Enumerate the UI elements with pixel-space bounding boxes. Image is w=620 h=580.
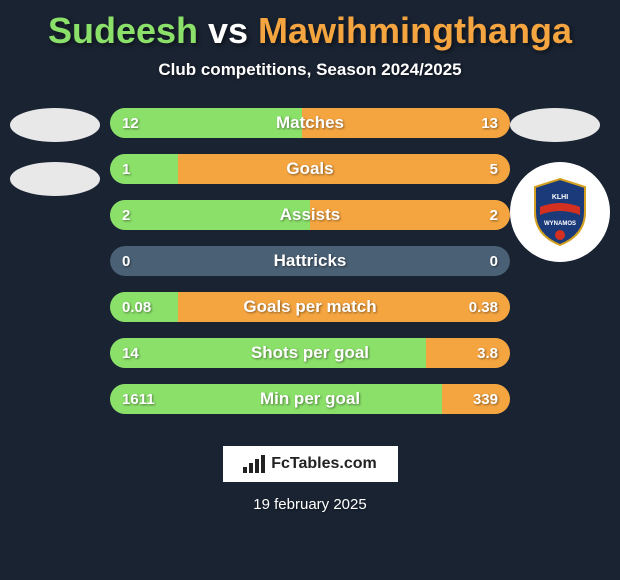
- bar-left: [110, 154, 178, 184]
- stat-row: 22Assists: [110, 200, 510, 230]
- stat-row: 0.080.38Goals per match: [110, 292, 510, 322]
- bar-left: [110, 384, 442, 414]
- bar-right: [178, 292, 510, 322]
- stat-row: 15Goals: [110, 154, 510, 184]
- footer-brand-badge: FcTables.com: [223, 446, 398, 482]
- page-title: Sudeesh vs Mawihmingthanga: [0, 0, 620, 52]
- bar-right: [442, 384, 510, 414]
- footer-brand-text: FcTables.com: [271, 455, 377, 473]
- shield-text-top: KLHI: [552, 194, 568, 201]
- club-shield-icon: KLHI WYNAMOS: [530, 177, 590, 247]
- bar-right: [302, 108, 510, 138]
- club-logo-badge: KLHI WYNAMOS: [510, 162, 610, 262]
- bar-left: [110, 338, 426, 368]
- title-player-right: Mawihmingthanga: [258, 10, 572, 51]
- bar-right: [178, 154, 510, 184]
- player-avatar-placeholder: [510, 108, 600, 142]
- footer-date: 19 february 2025: [0, 496, 620, 513]
- stat-row: 00Hattricks: [110, 246, 510, 276]
- bar-left: [110, 108, 302, 138]
- stat-row: 1213Matches: [110, 108, 510, 138]
- player-avatar-placeholder: [10, 108, 100, 142]
- bar-left: [110, 292, 178, 322]
- stat-row: 143.8Shots per goal: [110, 338, 510, 368]
- club-avatar-placeholder: [10, 162, 100, 196]
- comparison-infographic: Sudeesh vs Mawihmingthanga Club competit…: [0, 0, 620, 580]
- stat-rows: 1213Matches 15Goals 22Assists 00Hattricks 0.…: [110, 108, 510, 414]
- title-player-left: Sudeesh: [48, 10, 198, 51]
- subtitle: Club competitions, Season 2024/2025: [0, 60, 620, 80]
- title-vs: vs: [198, 10, 258, 51]
- bar-background: [110, 246, 510, 276]
- stats-area: KLHI WYNAMOS 1213Matches 15Goals 22Assists…: [0, 108, 620, 414]
- shield-text-bottom: WYNAMOS: [544, 221, 576, 227]
- bar-right: [310, 200, 510, 230]
- bar-left: [110, 200, 310, 230]
- bars-icon: [243, 455, 265, 473]
- right-player-avatars: KLHI WYNAMOS: [510, 108, 610, 262]
- bar-right: [426, 338, 510, 368]
- left-player-avatars: [10, 108, 100, 196]
- stat-row: 1611339Min per goal: [110, 384, 510, 414]
